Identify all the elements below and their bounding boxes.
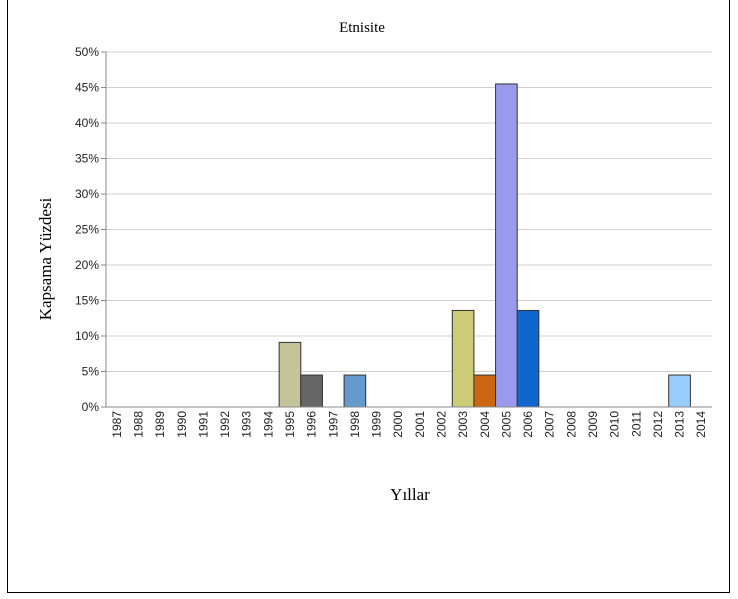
x-tick-label: 1995 <box>283 411 297 438</box>
x-tick-label: 2006 <box>521 411 535 438</box>
bar-1995 <box>278 341 302 408</box>
y-tick-label: 10% <box>75 329 99 343</box>
x-tick-label: 1988 <box>131 411 145 438</box>
x-tick-label: 2003 <box>456 411 470 438</box>
y-tick-label: 5% <box>82 365 100 379</box>
x-tick-label: 2005 <box>499 411 513 438</box>
x-tick-label: 2002 <box>434 411 448 438</box>
x-axis-title: Yıllar <box>390 485 430 504</box>
bar-1996 <box>300 374 323 408</box>
x-tick-label: 1987 <box>110 411 124 438</box>
x-tick-label: 2004 <box>478 411 492 438</box>
x-tick-label: 2014 <box>694 411 708 438</box>
y-tick-label: 15% <box>75 294 99 308</box>
grid-lines <box>106 51 712 408</box>
bar-2013 <box>668 374 691 408</box>
x-tick-label: 1989 <box>153 411 167 438</box>
x-tick-label: 2013 <box>673 411 687 438</box>
chart-frame: Etnisite 0% 5% 10% 15% 20% 25% 30% 35% 40% 45% 50%… <box>7 0 730 593</box>
y-tick-label: 0% <box>82 400 100 414</box>
x-tick-label: 2012 <box>651 411 665 438</box>
y-tick-label: 30% <box>75 187 99 201</box>
x-tick-label: 2010 <box>608 411 622 438</box>
x-tick-label: 2000 <box>391 411 405 438</box>
x-tick-label: 2007 <box>543 411 557 438</box>
bar-2004 <box>473 374 497 408</box>
x-tick-label: 2011 <box>629 411 643 437</box>
chart-title: Etnisite <box>339 20 385 36</box>
y-axis-title: Kapsama Yüzdesi <box>36 197 55 320</box>
y-tick-label: 20% <box>75 258 99 272</box>
x-axis-ticks: 1987 1988 1989 1990 1991 1992 1993 1994 1995 1996… <box>110 411 708 438</box>
y-tick-label: 40% <box>75 116 99 130</box>
bars <box>278 83 691 408</box>
x-tick-label: 1997 <box>326 411 340 438</box>
x-tick-label: 1990 <box>175 411 189 438</box>
x-tick-label: 1992 <box>218 411 232 438</box>
y-tick-label: 35% <box>75 152 99 166</box>
x-tick-label: 1998 <box>348 411 362 438</box>
bar-2003 <box>451 309 475 408</box>
x-tick-label: 1993 <box>240 411 254 438</box>
x-tick-label: 2008 <box>564 411 578 438</box>
bar-2005 <box>495 83 518 408</box>
x-tick-label: 1996 <box>305 411 319 438</box>
bar-1998 <box>343 374 367 408</box>
y-tick-label: 25% <box>75 223 99 237</box>
x-tick-label: 2009 <box>586 411 600 438</box>
bar-chart: Etnisite 0% 5% 10% 15% 20% 25% 30% 35% 40% 45% 50%… <box>36 20 712 504</box>
x-tick-label: 1999 <box>370 411 384 438</box>
y-tick-label: 45% <box>75 81 99 95</box>
x-tick-label: 1994 <box>261 411 275 438</box>
x-tick-label: 1991 <box>196 411 210 438</box>
x-tick-label: 2001 <box>413 411 427 438</box>
y-axis-ticks: 0% 5% 10% 15% 20% 25% 30% 35% 40% 45% 50% <box>75 45 106 414</box>
y-tick-label: 50% <box>75 45 99 59</box>
bar-2006 <box>516 309 540 408</box>
